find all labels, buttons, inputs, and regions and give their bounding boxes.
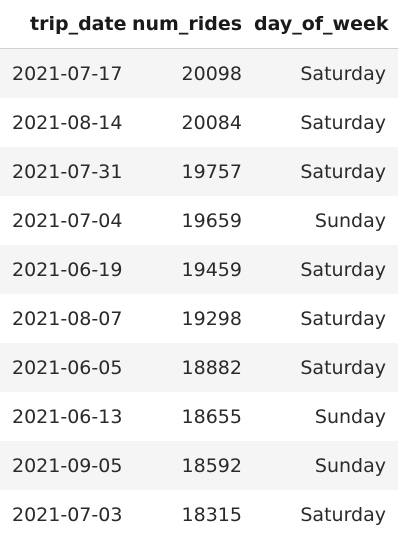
table-row: 2021-07-03 18315 Saturday	[0, 490, 398, 539]
table-row: 2021-09-05 18592 Sunday	[0, 441, 398, 490]
cell-num-rides: 18882	[132, 343, 254, 392]
cell-day-of-week: Saturday	[254, 490, 398, 539]
table-row: 2021-07-04 19659 Sunday	[0, 196, 398, 245]
cell-trip-date: 2021-07-31	[0, 147, 132, 196]
cell-day-of-week: Sunday	[254, 441, 398, 490]
cell-day-of-week: Saturday	[254, 245, 398, 294]
table-row: 2021-07-31 19757 Saturday	[0, 147, 398, 196]
cell-num-rides: 18655	[132, 392, 254, 441]
cell-day-of-week: Saturday	[254, 294, 398, 343]
cell-day-of-week: Saturday	[254, 343, 398, 392]
table-row: 2021-07-17 20098 Saturday	[0, 49, 398, 99]
cell-trip-date: 2021-08-07	[0, 294, 132, 343]
table-row: 2021-06-13 18655 Sunday	[0, 392, 398, 441]
table-row: 2021-08-07 19298 Saturday	[0, 294, 398, 343]
table-body: 2021-07-17 20098 Saturday 2021-08-14 200…	[0, 49, 398, 539]
cell-trip-date: 2021-06-19	[0, 245, 132, 294]
cell-trip-date: 2021-08-14	[0, 98, 132, 147]
column-header-num-rides: num_rides	[132, 0, 254, 49]
cell-num-rides: 18592	[132, 441, 254, 490]
cell-day-of-week: Saturday	[254, 147, 398, 196]
cell-day-of-week: Sunday	[254, 392, 398, 441]
cell-trip-date: 2021-09-05	[0, 441, 132, 490]
header-row: trip_date num_rides day_of_week	[0, 0, 398, 49]
column-header-trip-date: trip_date	[0, 0, 132, 49]
table-row: 2021-08-14 20084 Saturday	[0, 98, 398, 147]
cell-num-rides: 18315	[132, 490, 254, 539]
cell-trip-date: 2021-06-05	[0, 343, 132, 392]
cell-num-rides: 19298	[132, 294, 254, 343]
cell-day-of-week: Sunday	[254, 196, 398, 245]
cell-day-of-week: Saturday	[254, 98, 398, 147]
cell-num-rides: 20098	[132, 49, 254, 99]
table-header: trip_date num_rides day_of_week	[0, 0, 398, 49]
table-row: 2021-06-19 19459 Saturday	[0, 245, 398, 294]
cell-day-of-week: Saturday	[254, 49, 398, 99]
cell-num-rides: 20084	[132, 98, 254, 147]
column-header-day-of-week: day_of_week	[254, 0, 398, 49]
cell-num-rides: 19659	[132, 196, 254, 245]
cell-trip-date: 2021-07-03	[0, 490, 132, 539]
cell-trip-date: 2021-06-13	[0, 392, 132, 441]
cell-trip-date: 2021-07-17	[0, 49, 132, 99]
cell-num-rides: 19459	[132, 245, 254, 294]
cell-trip-date: 2021-07-04	[0, 196, 132, 245]
cell-num-rides: 19757	[132, 147, 254, 196]
table-row: 2021-06-05 18882 Saturday	[0, 343, 398, 392]
